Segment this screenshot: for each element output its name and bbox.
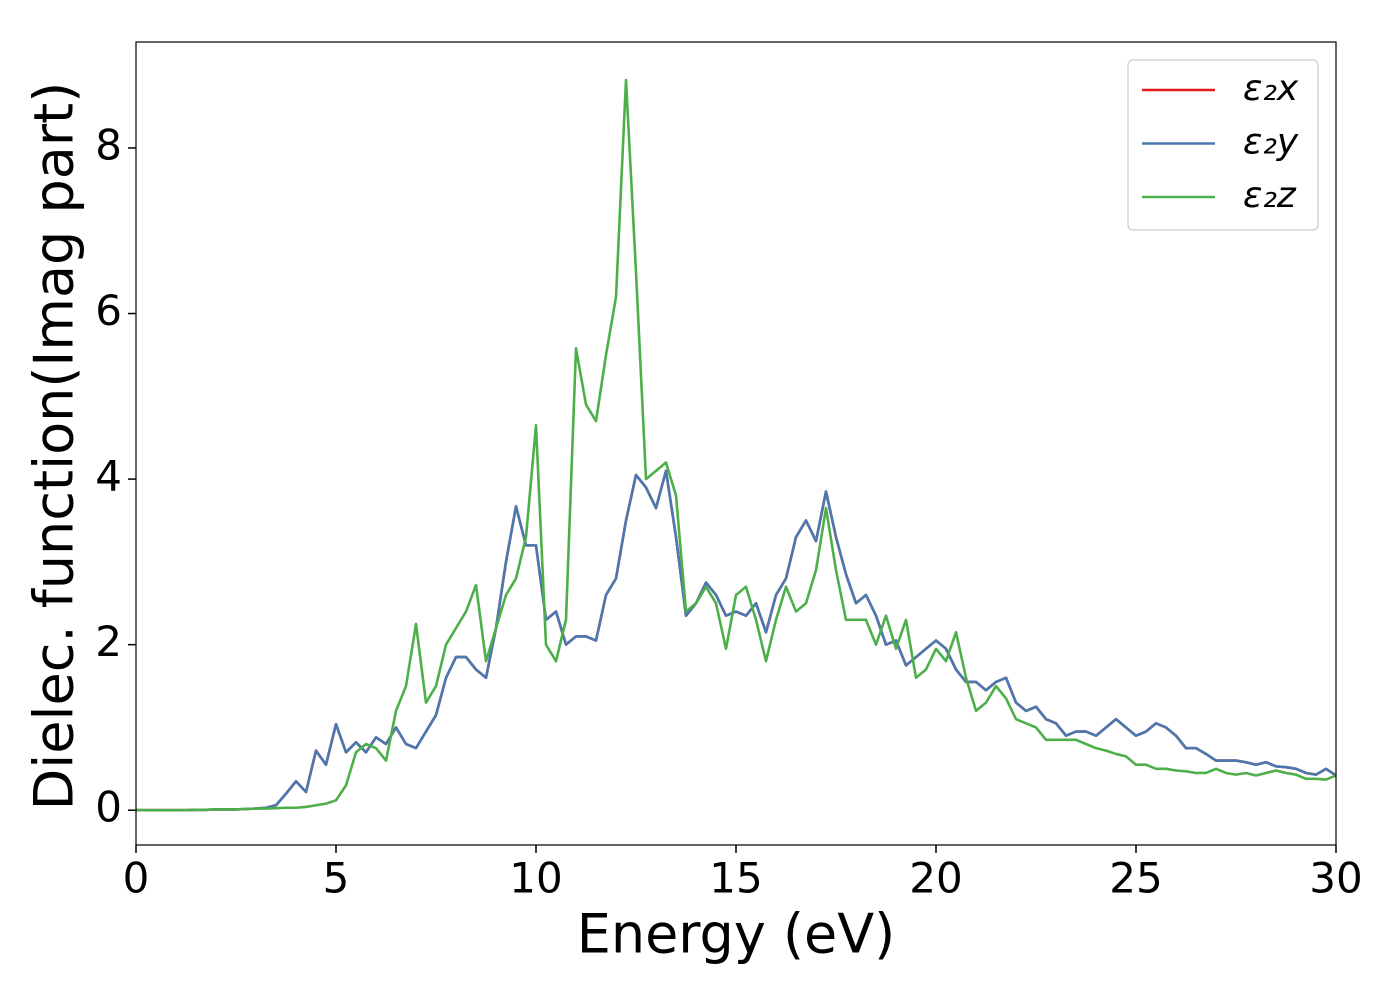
y-tick-label: 2 [95, 617, 122, 666]
y-tick-label: 0 [95, 783, 122, 832]
plot-frame [135, 41, 1337, 846]
legend-label: ε₂x [1243, 68, 1299, 109]
legend-label: ε₂z [1243, 175, 1297, 216]
x-tick-label: 20 [909, 854, 962, 903]
x-tick-label: 25 [1109, 854, 1162, 903]
y-tick-label: 4 [95, 452, 122, 501]
y-tick-label: 8 [95, 120, 122, 169]
x-tick-label: 0 [123, 854, 150, 903]
y-tick-label: 6 [95, 286, 122, 335]
legend-box [1127, 59, 1319, 231]
data-line [136, 78, 1337, 812]
x-tick-label: 10 [509, 854, 562, 903]
x-tick-label: 5 [323, 854, 350, 903]
x-tick-label: 30 [1309, 854, 1362, 903]
data-line [136, 469, 1337, 812]
x-tick-label: 15 [709, 854, 762, 903]
data-line [136, 469, 1337, 812]
y-axis-label: Dielec. function(Imag part) [23, 82, 86, 811]
x-axis-label: Energy (eV) [577, 903, 896, 966]
legend-label: ε₂y [1243, 122, 1299, 163]
